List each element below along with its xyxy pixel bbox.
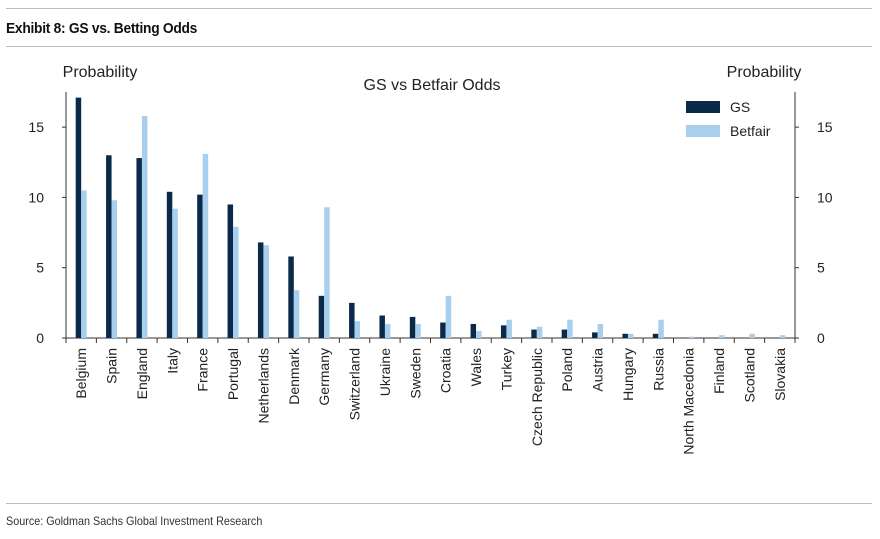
bar-gs-switzerland <box>349 302 355 338</box>
bar-betfair-czech-republic <box>536 326 543 338</box>
bar-betfair-belgium <box>81 190 87 338</box>
bar-betfair-scotland <box>749 333 755 338</box>
bar-gs-england <box>136 158 142 338</box>
bar-betfair-switzerland <box>354 321 361 338</box>
x-tick-label: Portugal <box>225 348 241 400</box>
bar-betfair-denmark <box>293 290 300 338</box>
bar-betfair-sweden <box>415 323 421 338</box>
bar-gs-ukraine <box>379 315 385 338</box>
x-tick-label: Poland <box>559 348 575 392</box>
bar-gs-germany <box>318 295 325 338</box>
legend-swatch-gs <box>686 101 720 113</box>
x-tick-label: Wales <box>468 348 484 386</box>
bar-gs-sweden <box>409 316 416 338</box>
x-tick-label: Netherlands <box>255 348 271 424</box>
bar-betfair-italy <box>172 208 178 338</box>
bar-betfair-croatia <box>445 295 452 338</box>
bar-betfair-poland <box>567 319 573 338</box>
bar-betfair-slovakia <box>779 335 786 338</box>
y-tick-label-left: 10 <box>28 189 44 205</box>
x-tick-label: Italy <box>164 348 180 374</box>
legend-label-betfair: Betfair <box>730 123 771 139</box>
bar-betfair-finland <box>719 335 725 338</box>
x-tick-labels: Belgium Spain England Italy France Portugal Ne… <box>73 347 788 455</box>
bar-gs-austria <box>592 332 598 338</box>
right-axis-label: Probability <box>727 64 802 81</box>
x-tick-label: Turkey <box>498 348 514 390</box>
exhibit-title: Exhibit 8: GS vs. Betting Odds <box>6 20 198 37</box>
bar-betfair-france <box>202 153 209 338</box>
x-tick-label: Belgium <box>73 348 89 399</box>
bar-betfair-wales <box>476 330 482 338</box>
bar-betfair-netherlands <box>263 245 269 338</box>
y-tick-label-left: 5 <box>36 260 44 276</box>
bars <box>75 97 786 338</box>
source-note: Source: Goldman Sachs Global Investment … <box>6 514 263 528</box>
bar-betfair-portugal <box>233 226 239 338</box>
bar-betfair-russia <box>658 319 664 338</box>
x-tick-label: Slovakia <box>772 348 788 401</box>
x-tick-label: Austria <box>590 348 606 392</box>
bottom-rule <box>6 503 872 504</box>
axes: 0 0 5 5 10 10 15 15 <box>28 92 833 346</box>
bar-gs-denmark <box>288 256 294 338</box>
bar-gs-russia <box>652 333 659 338</box>
bar-betfair-austria <box>597 323 604 338</box>
legend-swatch-betfair <box>686 125 720 137</box>
top-rule <box>6 8 872 9</box>
bar-betfair-england <box>141 115 148 338</box>
x-tick-label: Switzerland <box>347 348 363 420</box>
bar-betfair-spain <box>111 200 118 338</box>
y-tick-label-left: 0 <box>36 330 44 346</box>
x-tick-label: Germany <box>316 348 332 406</box>
bar-betfair-ukraine <box>384 323 391 338</box>
x-tick-label: North Macedonia <box>681 348 697 455</box>
bar-gs-wales <box>470 323 477 338</box>
x-tick-label: Sweden <box>407 348 423 399</box>
bar-gs-poland <box>561 329 568 338</box>
title-rule <box>6 46 872 47</box>
bar-betfair-germany <box>324 207 330 338</box>
y-tick-label-right: 0 <box>817 330 825 346</box>
bar-gs-france <box>197 194 203 338</box>
bar-gs-spain <box>106 155 112 338</box>
bar-gs-belgium <box>75 97 82 338</box>
x-tick-label: Croatia <box>438 348 454 393</box>
x-tick-label: England <box>134 348 150 399</box>
x-tick-label: Czech Republic <box>529 348 545 446</box>
x-tick-label: Spain <box>104 348 120 384</box>
legend: GS Betfair <box>686 99 771 139</box>
left-axis-label: Probability <box>63 64 138 81</box>
x-tick-label: Denmark <box>286 347 302 405</box>
y-tick-label-right: 15 <box>817 119 833 135</box>
chart-title: GS vs Betfair Odds <box>364 77 501 94</box>
y-tick-label-right: 10 <box>817 189 833 205</box>
bar-gs-hungary <box>622 333 628 338</box>
bar-gs-portugal <box>227 204 234 338</box>
bar-betfair-hungary <box>627 333 634 338</box>
bar-betfair-turkey <box>506 319 512 338</box>
y-tick-label-right: 5 <box>817 260 825 276</box>
x-tick-label: France <box>195 348 211 392</box>
bar-gs-italy <box>166 191 173 338</box>
x-tick-label: Russia <box>650 348 666 391</box>
bar-gs-czech-republic <box>531 329 537 338</box>
legend-label-gs: GS <box>730 99 750 115</box>
x-tick-label: Finland <box>711 348 727 394</box>
bar-gs-croatia <box>440 322 446 338</box>
x-tick-label: Hungary <box>620 348 636 401</box>
bar-gs-netherlands <box>257 242 264 338</box>
y-tick-label-left: 15 <box>28 119 44 135</box>
x-tick-label: Scotland <box>741 348 757 402</box>
bar-betfair-north-macedonia <box>688 336 695 338</box>
x-tick-label: Ukraine <box>377 348 393 396</box>
bar-gs-turkey <box>500 325 507 338</box>
